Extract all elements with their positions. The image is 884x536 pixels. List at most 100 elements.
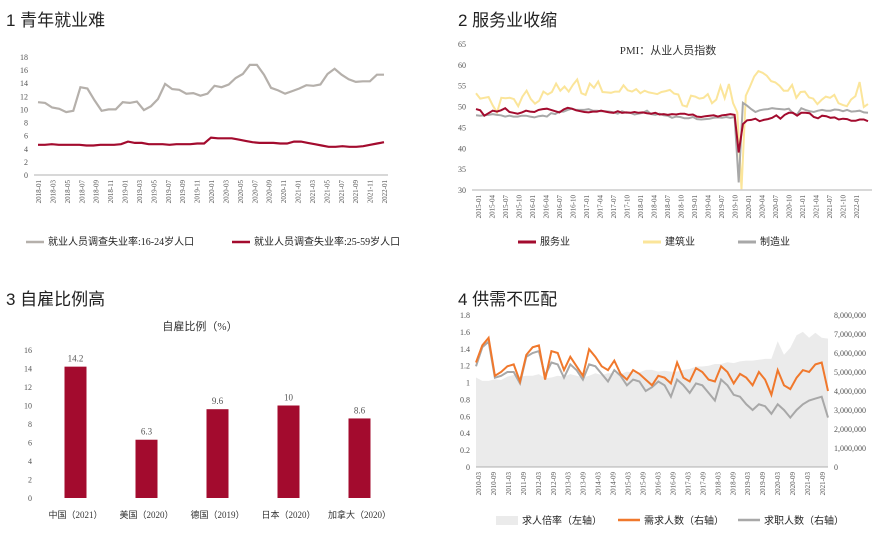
y-tick-label: 0 [28,494,32,503]
panel-1-title: 1 青年就业难 [6,11,106,30]
x-tick-label: 2014-09 [610,472,618,496]
x-tick-label: 2021-11 [367,180,375,204]
y-left-tick-label: 0 [466,463,470,472]
x-tick-label: 2015-03 [625,472,633,496]
x-tick-label: 2020-07 [251,180,259,204]
x-tick-label: 2021-09 [352,180,360,204]
x-tick-label: 2018-03 [714,472,722,496]
x-tick-label: 2021-04 [813,195,821,219]
bar [277,405,300,498]
series-area-1 [476,331,828,467]
panel-3-title: 3 自雇比例高 [6,290,106,309]
y-left-tick-label: 1 [466,379,470,388]
x-tick-label: 2020-01 [208,180,216,204]
x-tick-label: 2018-01 [637,195,645,219]
series-line-2 [475,69,869,190]
y-tick-label: 60 [458,61,466,70]
x-tick-label: 2021-07 [826,195,834,219]
service-pmi-chart: 30 35 40 45 50 55 60 65 PMI：从业人员指数 2015-01 2015-04… [458,40,872,248]
bar-value-label: 14.2 [68,354,84,364]
x-tick-label: 2020-11 [280,180,288,204]
supply-demand-chart: 0 0.2 0.4 0.6 0.8 1 1.2 1.4 1.6 1.8 0 1,000,000 2,00… [460,311,866,527]
y-tick-label: 8 [24,119,28,128]
y-tick-label: 10 [20,105,28,114]
series-line-1 [37,63,384,114]
x-tick-label: 2016-01 [529,195,537,219]
x-tick-label: 2018-01 [35,180,43,204]
y-tick-label: 65 [458,40,466,49]
x-tick-label: 2012-03 [535,472,543,496]
x-tick-label: 2015-07 [502,195,510,219]
y-right-tick-label: 1,000,000 [834,444,866,453]
y-right-tick-label: 3,000,000 [834,406,866,415]
legend-label-1: 服务业 [540,235,570,248]
y-left-tick-label: 0.6 [460,412,470,421]
x-tick-label: 2021-01 [295,180,303,204]
bar [206,409,229,498]
x-tick-label: 2018-07 [664,195,672,219]
y-right-tick-label: 8,000,000 [834,311,866,320]
x-tick-label: 2015-10 [516,195,524,219]
y-right-tick-label: 6,000,000 [834,349,866,358]
y-tick-label: 6 [28,439,32,448]
y-left-tick-label: 0.2 [460,446,470,455]
bar [348,418,371,498]
y-tick-label: 8 [28,420,32,429]
x-tick-label: 2020-10 [786,195,794,219]
youth-unemployment-chart: 0 2 4 6 8 10 12 14 16 18 2018-01 2018-03 2018-05 2018… [20,53,400,248]
x-tick-label: 2020-09 [266,180,274,204]
y-tick-label: 12 [24,383,32,392]
x-tick-label: 2013-03 [565,472,573,496]
y-tick-label: 16 [24,346,32,355]
y-tick-label: 10 [24,402,32,411]
bar-value-label: 10 [284,393,294,403]
x-tick-label: 2016-09 [669,472,677,496]
y-tick-label: 16 [20,66,28,75]
panel-4-title: 4 供需不匹配 [458,290,558,309]
x-tick-label: 2017-10 [624,195,632,219]
y-right-tick-label: 4,000,000 [834,387,866,396]
chart-subtitle: PMI：从业人员指数 [620,43,717,57]
x-tick-label: 2018-04 [651,195,659,219]
x-tick-label: 2017-07 [610,195,618,219]
x-tick-label: 2019-01 [691,195,699,219]
x-tick-label: 2022-01 [381,180,389,204]
x-tick-label: 2020-07 [772,195,780,219]
x-tick-label: 2016-07 [556,195,564,219]
x-tick-label: 2022-01 [853,195,861,219]
x-tick-label: 2020-04 [759,195,767,219]
x-tick-label: 2021-09 [819,472,827,496]
y-tick-label: 12 [20,92,28,101]
x-tick-label: 2020-09 [789,472,797,496]
y-tick-label: 4 [28,457,32,466]
x-tick-label: 2018-03 [49,180,57,204]
y-tick-label: 4 [24,145,28,154]
x-tick-label: 2021-05 [323,180,331,204]
x-tick-label: 2019-03 [744,472,752,496]
x-tick-label: 2021-10 [840,195,848,219]
y-left-tick-label: 1.6 [460,328,470,337]
y-left-tick-label: 0.4 [460,429,470,438]
x-tick-label: 2017-04 [597,195,605,219]
legend-label-1: 就业人员调查失业率:16-24岁人口 [48,235,194,248]
x-tick-label: 2019-05 [150,180,158,204]
x-tick-label: 2019-07 [165,180,173,204]
x-tick-label: 2013-09 [580,472,588,496]
y-tick-label: 35 [458,165,466,174]
x-tick-label: 2018-07 [78,180,86,204]
x-category-label: 德国（2019） [190,509,244,520]
series-line-1 [475,106,869,153]
series-line-3 [475,100,869,183]
x-tick-label: 2019-01 [122,180,130,204]
x-tick-label: 2017-09 [699,472,707,496]
x-tick-label: 2019-07 [718,195,726,219]
x-tick-label: 2021-07 [338,180,346,204]
x-tick-label: 2021-01 [799,195,807,219]
bar-value-label: 6.3 [141,427,153,437]
x-tick-label: 2015-04 [489,195,497,219]
y-right-tick-label: 5,000,000 [834,368,866,377]
y-tick-label: 14 [20,79,28,88]
legend-label-1: 求人倍率（左轴） [522,514,602,527]
x-tick-label: 2011-03 [505,472,513,496]
bar-value-label: 9.6 [212,396,224,406]
